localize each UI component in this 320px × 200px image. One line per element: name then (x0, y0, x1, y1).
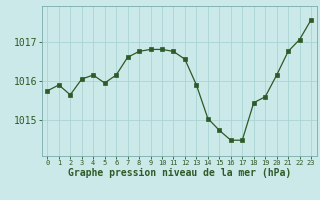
X-axis label: Graphe pression niveau de la mer (hPa): Graphe pression niveau de la mer (hPa) (68, 168, 291, 178)
